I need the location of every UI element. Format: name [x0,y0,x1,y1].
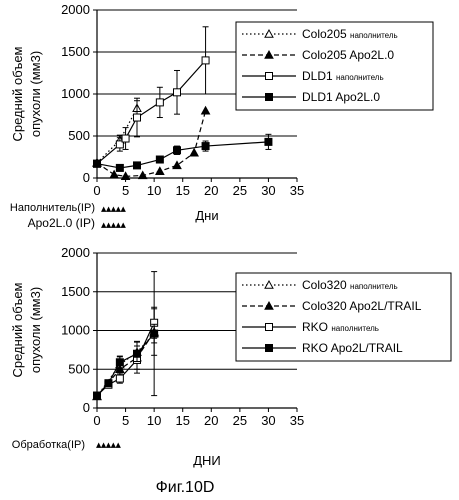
series-2-point-2 [122,135,129,142]
y-tick-label-0: 0 [83,170,90,185]
series-3-point-1 [105,380,112,387]
x-tick-label-7: 35 [290,413,304,428]
treatment-label-0: Обработка(IP) [12,439,85,451]
y-tick-label-4: 2000 [61,2,90,17]
x-tick-label-0: 0 [93,183,100,198]
legend-series-name-1: Colo205 [302,48,349,62]
series-0 [93,101,141,166]
legend-series-name-2: DLD1 [302,69,336,83]
x-tick-label-2: 10 [147,413,161,428]
x-tick-label-4: 20 [204,413,218,428]
legend-series-suffix-3: Apo2L.0 [335,90,380,104]
x-tick-label-7: 35 [290,183,304,198]
series-3-point-1 [116,164,123,171]
x-tick-label-1: 5 [122,183,129,198]
series-1-point-4 [156,167,164,174]
series-3-point-4 [174,147,181,154]
x-tick-label-6: 30 [261,183,275,198]
series-2-point-2 [116,375,123,382]
y-tick-label-1: 500 [68,361,90,376]
series-3-point-3 [156,156,163,163]
treatment-label-0: Наполнитель(IP) [10,202,95,214]
legend-label-1: Colo205 Apo2L.0 [302,48,394,62]
series-3-point-0 [94,392,101,399]
legend-label-1: Colo320 Apo2L/TRAIL [302,299,422,313]
y-tick-label-4: 2000 [61,245,90,260]
legend-series-name-0: Colo205 [302,27,350,41]
legend: Colo205 наполнительColo205 Apo2L.0DLD1 н… [236,22,433,110]
treatment-marks-0: ▲▲▲▲▲ [101,205,127,213]
y-tick-label-2: 1000 [61,323,90,338]
legend-swatch-marker-3 [266,94,273,101]
series-3-point-5 [202,143,209,150]
series-1 [93,309,158,400]
legend-swatch-marker-2 [266,324,273,331]
legend-series-suffix-1: Apo2L/TRAIL [349,299,421,313]
legend-series-suffix-1: Apo2L.0 [349,48,394,62]
x-tick-label-5: 25 [233,183,247,198]
y-axis-title-line-0: Средний объем [10,282,25,377]
chart-bottom: 0 500 1000 1500 2000 0 5 10 15 20 25 30 35 Средний об… [10,245,451,468]
x-tick-label-5: 25 [233,413,247,428]
series-2-point-5 [174,89,181,96]
legend-series-suffix-0: наполнитель [350,31,398,40]
y-tick-label-1: 500 [68,128,90,143]
legend-series-name-0: Colo320 [302,278,350,292]
legend: Colo320 наполнительColo320 Apo2L/TRAILRK… [236,273,451,361]
series-1-point-5 [173,161,181,168]
x-axis-title: Дни [195,208,218,223]
legend-label-3: DLD1 Apo2L.0 [302,90,380,104]
series-1 [93,107,210,180]
x-tick-label-6: 30 [261,413,275,428]
y-tick-label-0: 0 [83,400,90,415]
y-tick-label-3: 1500 [61,284,90,299]
series-2 [94,307,158,399]
legend-series-name-2: RKO [302,320,331,334]
series-2-point-3 [134,114,141,121]
series-3-point-6 [265,138,272,145]
x-tick-label-4: 20 [204,183,218,198]
series-1-point-7 [202,107,210,114]
x-tick-label-0: 0 [93,413,100,428]
legend-series-suffix-0: наполнитель [350,282,398,291]
series-2 [94,27,210,167]
legend-series-name-3: RKO [302,341,331,355]
series-3-point-3 [134,350,141,357]
series-1-point-6 [190,149,198,156]
x-tick-label-3: 15 [175,413,189,428]
y-tick-label-2: 1000 [61,86,90,101]
treatment-label-1: Apo2L.0 (IP) [28,216,95,230]
legend-series-suffix-2: наполнитель [336,73,384,82]
series-3-point-2 [134,162,141,169]
series-3-point-0 [94,160,101,167]
series-3-point-4 [151,330,158,337]
treatment-marks-1: ▲▲▲▲▲ [101,221,127,229]
series-2-point-4 [156,99,163,106]
chart-top: 0 500 1000 1500 2000 0 5 10 15 20 25 30 35 Средний об… [10,2,433,230]
legend-swatch-marker-2 [266,73,273,80]
y-tick-label-3: 1500 [61,44,90,59]
legend-series-suffix-3: Apo2L/TRAIL [331,341,403,355]
x-axis-title: ДНИ [193,453,221,468]
legend-series-name-1: Colo320 [302,299,349,313]
x-tick-label-1: 5 [122,413,129,428]
legend-swatch-marker-3 [266,345,273,352]
x-tick-label-3: 15 [175,183,189,198]
y-axis-title-line-1: опухоли (мм3) [28,51,43,137]
legend-label-3: RKO Apo2L/TRAIL [302,341,403,355]
series-2-point-6 [202,57,209,64]
treatment-marks-0: ▲▲▲▲▲ [96,441,122,449]
y-axis-title-line-1: опухоли (мм3) [28,287,43,373]
figure-caption: Фиг.10D [156,479,215,496]
legend-series-name-3: DLD1 [302,90,335,104]
legend-series-suffix-2: наполнитель [331,324,379,333]
y-axis-title-line-0: Средний объем [10,46,25,141]
series-3-point-2 [116,359,123,366]
x-tick-label-2: 10 [147,183,161,198]
